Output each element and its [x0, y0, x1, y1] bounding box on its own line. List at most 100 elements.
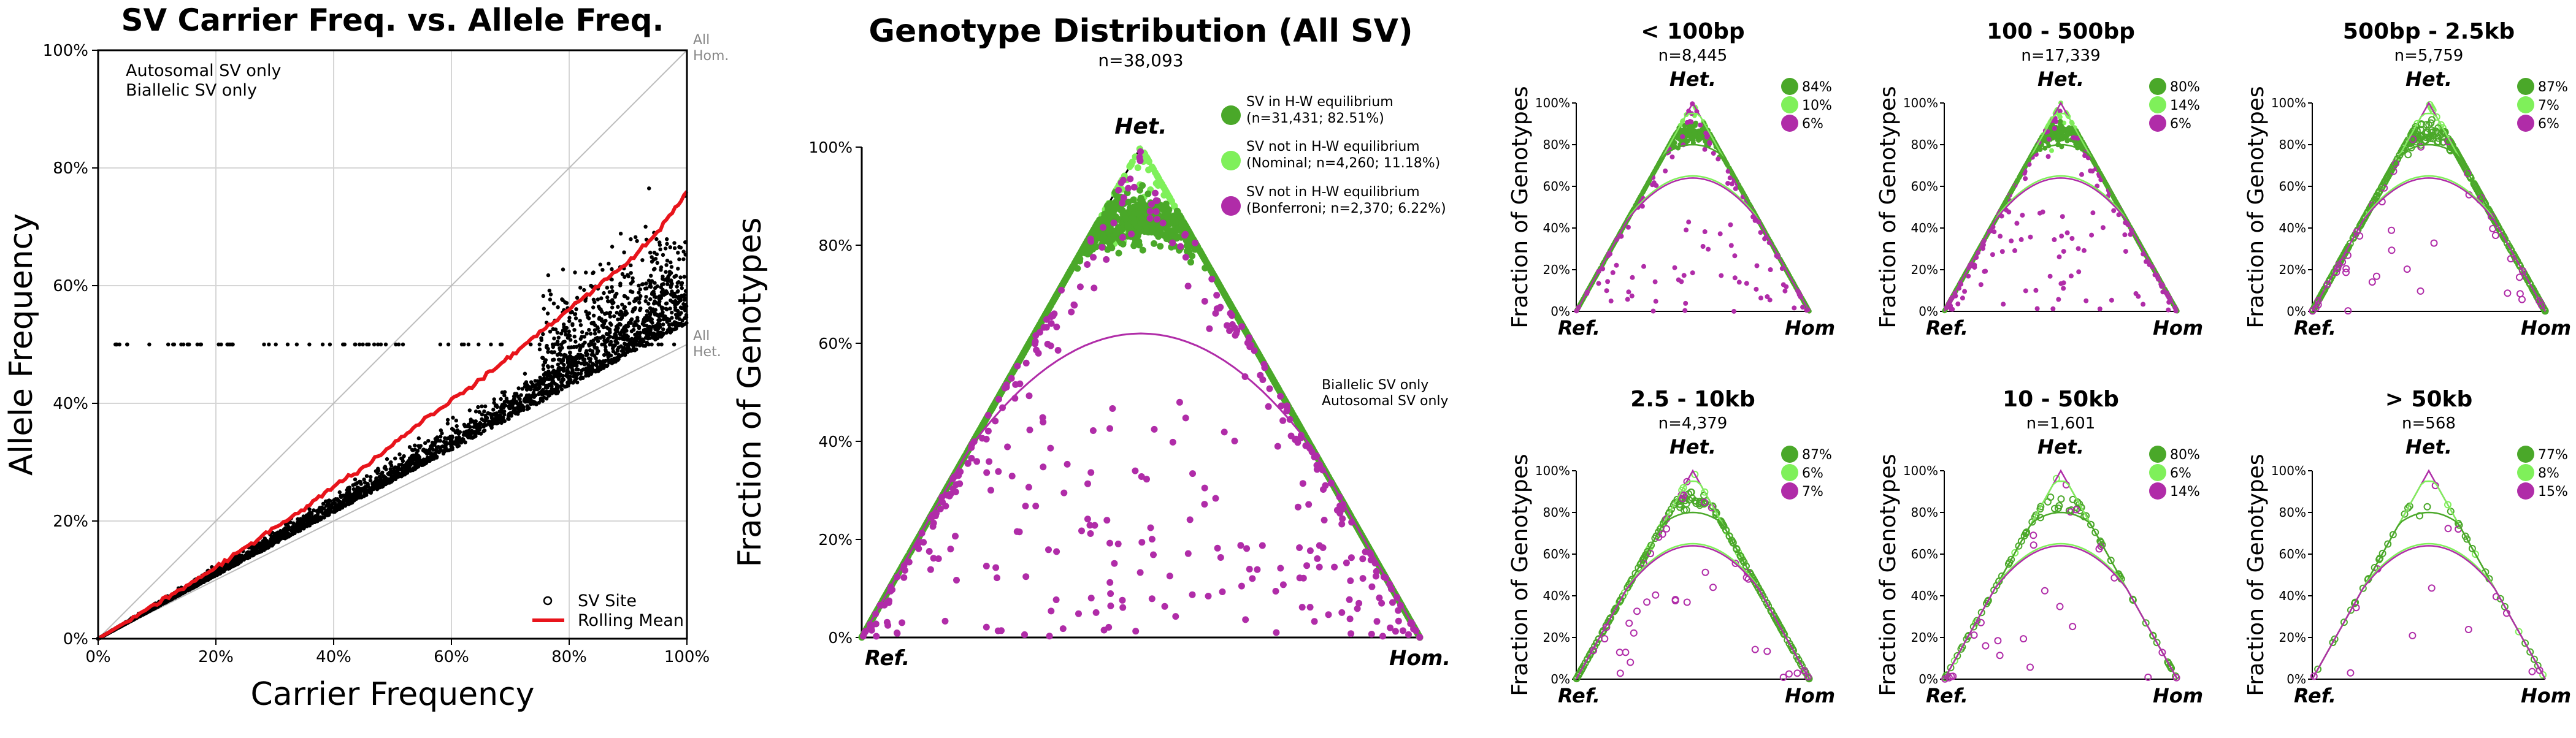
sv-site-point [621, 337, 624, 341]
sv-site-point [661, 275, 664, 278]
sv-site-point [421, 449, 425, 452]
sv-site-point [255, 548, 258, 552]
rolling-mean-line [98, 191, 687, 639]
sv-site-point [650, 318, 653, 321]
sv-site-point [665, 320, 669, 324]
sv-site-point [340, 503, 344, 507]
sv-site-point [515, 400, 518, 404]
sv-site-point [147, 343, 151, 346]
sv-site-point [385, 457, 389, 461]
sv-site-point [562, 326, 566, 330]
sv-site-point [507, 414, 510, 417]
sv-site-point [583, 335, 586, 338]
sv-site-point [583, 357, 586, 361]
sv-site-point [451, 416, 454, 419]
sv-site-point [413, 444, 416, 447]
all-hom-label-2: Hom. [693, 48, 729, 64]
sv-site-point [680, 286, 684, 290]
sv-site-point [301, 518, 305, 522]
sv-site-point [670, 293, 673, 297]
sv-site-point [267, 343, 270, 346]
sv-site-point [447, 343, 450, 346]
sv-site-point [574, 316, 578, 320]
sv-site-point [629, 271, 633, 275]
sv-site-point [449, 444, 453, 448]
sv-site-point [410, 448, 414, 452]
sv-site-point [321, 343, 324, 346]
sv-site-point [333, 501, 337, 505]
sv-site-point [295, 522, 299, 525]
sv-site-point [646, 337, 650, 340]
sv-site-point [652, 332, 656, 336]
sv-site-point [468, 408, 472, 412]
sv-site-point [355, 491, 358, 495]
sv-site-point [656, 261, 659, 265]
sv-site-point [567, 330, 571, 333]
sv-site-point [638, 308, 642, 312]
sv-site-point [328, 343, 332, 346]
sv-site-point [601, 359, 605, 363]
sv-site-point [643, 225, 647, 229]
sv-site-point [602, 363, 605, 367]
sv-site-point [476, 405, 480, 409]
sv-site-point [654, 257, 657, 261]
panel-genotype-distribution: Genotype Distribution (All SV) n=38,093 … [732, 13, 1451, 671]
sv-site-point [661, 282, 665, 286]
sv-site-point [564, 333, 567, 337]
sv-site-point [595, 360, 599, 364]
x-tick-label: 40% [316, 648, 351, 666]
sv-site-point [401, 459, 405, 463]
sv-site-point [493, 397, 496, 401]
sv-site-point [582, 288, 586, 292]
sv-site-point [602, 353, 606, 357]
sv-site-point [650, 335, 654, 339]
sv-site-point [594, 370, 597, 373]
sv-site-point [415, 459, 418, 463]
sv-site-point [429, 444, 433, 448]
sv-site-point [526, 404, 529, 408]
sv-site-point [513, 406, 517, 410]
y-tick-label: 0% [828, 629, 853, 647]
genotype-point [1165, 191, 1171, 198]
genotype-point [1135, 164, 1141, 171]
sv-site-point [666, 328, 670, 332]
sv-site-point [616, 348, 619, 351]
sv-site-point [599, 336, 602, 340]
sv-site-point [590, 370, 594, 374]
sv-site-point [654, 237, 658, 241]
sv-site-point [665, 237, 669, 241]
sv-site-point [629, 281, 633, 285]
sv-site-point [439, 428, 443, 432]
sv-site-point [656, 322, 660, 325]
sv-site-point [500, 343, 504, 346]
sv-site-point [372, 482, 375, 486]
sv-site-point [491, 422, 495, 425]
sv-site-point [552, 371, 556, 375]
sv-site-point [673, 246, 677, 250]
sv-site-point [580, 330, 584, 334]
sv-site-point [664, 263, 668, 267]
sv-site-point [680, 306, 684, 310]
sv-site-point [650, 255, 653, 259]
sv-site-point [312, 519, 316, 522]
sv-site-point [593, 323, 597, 327]
sv-site-point [573, 312, 577, 316]
sv-site-point [446, 422, 450, 425]
sv-site-point [665, 259, 669, 262]
y-tick-label: 0% [63, 630, 88, 649]
sv-site-point [429, 451, 432, 455]
sv-site-point [567, 346, 570, 349]
sv-site-point [320, 510, 323, 514]
sv-site-point [470, 436, 474, 439]
sv-site-point [534, 402, 538, 406]
sv-site-point [668, 306, 672, 310]
sv-site-point [633, 333, 637, 337]
sv-site-point [674, 274, 678, 278]
sv-site-point [610, 267, 613, 271]
sv-site-point [460, 343, 464, 346]
sv-site-point [561, 299, 565, 302]
sv-site-point [379, 472, 383, 476]
sv-site-point [589, 340, 593, 343]
sv-site-point [125, 343, 129, 346]
panel-b-n: n=38,093 [1098, 50, 1183, 70]
